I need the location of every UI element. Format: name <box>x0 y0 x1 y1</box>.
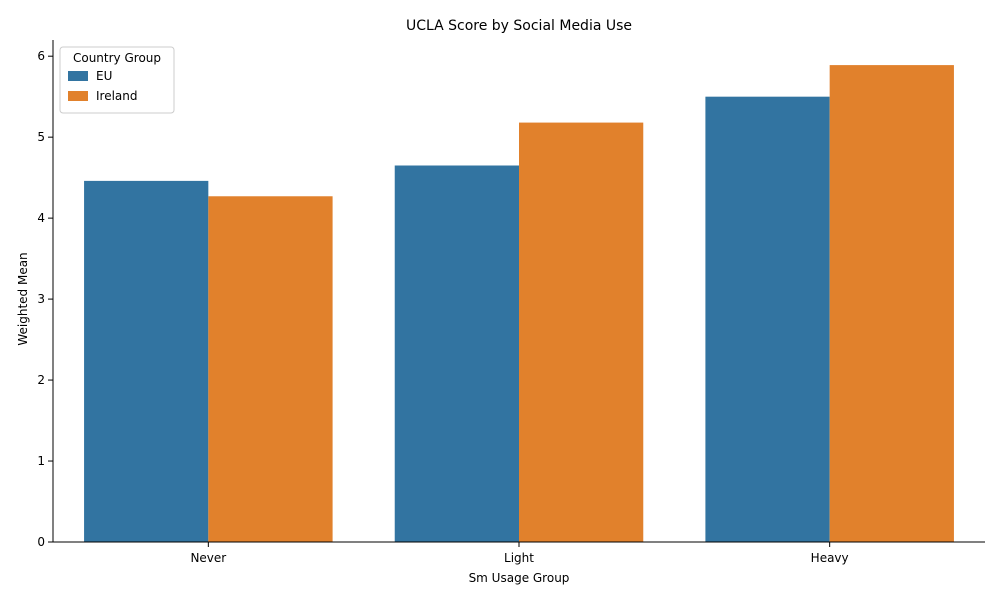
y-tick-label: 1 <box>37 454 45 468</box>
legend-swatch-ireland <box>68 91 88 101</box>
y-tick-label: 3 <box>37 292 45 306</box>
x-axis-label: Sm Usage Group <box>469 571 570 585</box>
legend-title: Country Group <box>73 51 161 65</box>
bar-eu-light <box>394 165 519 542</box>
bar-eu-heavy <box>705 96 830 542</box>
bar-ireland-light <box>519 122 644 542</box>
y-axis-label: Weighted Mean <box>16 252 30 345</box>
bar-ireland-heavy <box>829 65 954 542</box>
x-axis: Never Light Heavy <box>53 541 985 565</box>
y-tick-label: 6 <box>37 49 45 63</box>
legend-label-eu: EU <box>96 69 112 83</box>
y-axis: 0 1 2 3 4 5 6 <box>37 40 54 549</box>
x-tick-label: Heavy <box>811 551 849 565</box>
bar-ireland-never <box>208 196 333 542</box>
x-tick-label: Light <box>504 551 534 565</box>
y-tick-label: 4 <box>37 211 45 225</box>
legend: Country Group EU Ireland <box>59 46 175 114</box>
legend-frame <box>59 46 175 114</box>
y-tick-label: 2 <box>37 373 45 387</box>
bar-eu-never <box>84 180 209 543</box>
bars-group <box>84 65 954 543</box>
x-tick-label: Never <box>190 551 226 565</box>
chart-title: UCLA Score by Social Media Use <box>406 18 632 34</box>
legend-label-ireland: Ireland <box>96 89 138 103</box>
y-tick-label: 0 <box>37 535 45 549</box>
y-tick-label: 5 <box>37 130 45 144</box>
legend-swatch-eu <box>68 71 88 81</box>
